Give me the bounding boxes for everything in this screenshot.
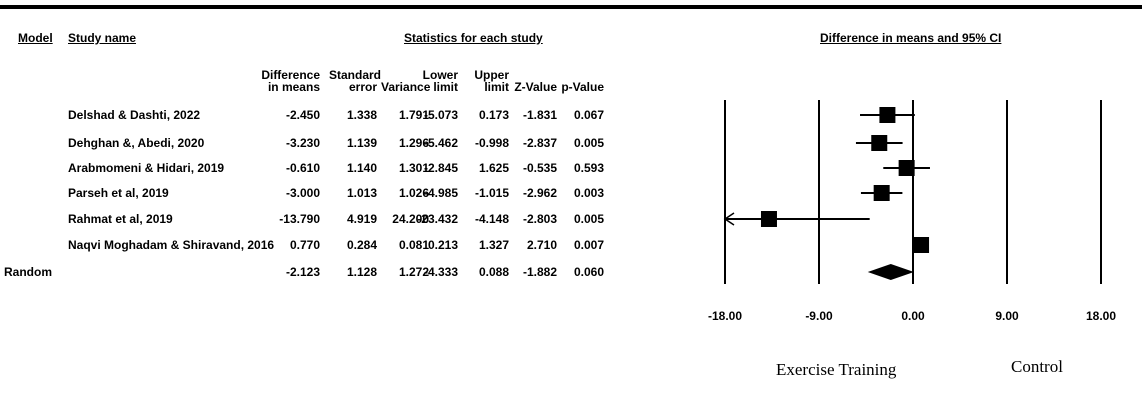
column-header-line2: Z-Value [514, 80, 557, 94]
x-tick-label: 0.00 [901, 309, 925, 323]
ci-arrow [723, 212, 735, 226]
table-cell: 0.081 [398, 238, 429, 252]
column-header-line2: Variance [381, 80, 431, 94]
table-cell: -4.333 [423, 265, 458, 279]
table-cell: 0.067 [573, 108, 604, 122]
x-tick-label: -18.00 [708, 309, 742, 323]
table-cell: 0.005 [573, 136, 604, 150]
table-cell: 0.173 [478, 108, 509, 122]
table-cell: 1.338 [346, 108, 377, 122]
study-point [898, 160, 915, 176]
table-cell: -1.015 [474, 186, 509, 200]
study-point [871, 135, 888, 151]
row-study-name: Delshad & Dashti, 2022 [68, 108, 201, 122]
study-point [913, 237, 930, 253]
table-cell: -13.790 [279, 212, 320, 226]
column-header: Z-Value [511, 69, 557, 93]
column-header: Variance [381, 69, 431, 94]
row-study-name: Arabmomeni & Hidari, 2019 [68, 161, 225, 175]
table-cell: 1.139 [346, 136, 377, 150]
table-cell: 4.919 [346, 212, 377, 226]
table-cell: -2.962 [522, 186, 557, 200]
table-cell: 24.200 [392, 212, 429, 226]
table-cell: -4.148 [474, 212, 509, 226]
table-cell: 0.003 [573, 186, 604, 200]
column-header-line2: in means [267, 80, 320, 94]
column-header: Standard error [329, 68, 382, 94]
study-point [873, 185, 890, 201]
table-cell: 0.060 [573, 265, 604, 279]
top-rule [0, 5, 1142, 9]
header-study-name: Study name [68, 31, 137, 45]
study-point [879, 107, 896, 123]
table-cell: 1.625 [478, 161, 509, 175]
table-cell: -2.837 [522, 136, 557, 150]
summary-diamond [867, 264, 914, 280]
column-header-line1: Upper [474, 68, 509, 82]
table-cell: -4.985 [423, 186, 458, 200]
table-cell: -1.882 [522, 265, 557, 279]
column-header: Upper limit [461, 69, 509, 93]
table-cell: -1.831 [522, 108, 557, 122]
row-study-name: Dehghan &, Abedi, 2020 [68, 136, 205, 150]
table-cell: -0.998 [474, 136, 509, 150]
table-cell: -2.803 [522, 212, 557, 226]
row-study-name: Parseh et al, 2019 [68, 186, 169, 200]
right-favors-label: Control [1011, 357, 1063, 376]
left-favors-label: Exercise Training [776, 360, 897, 379]
table-cell: 1.301 [398, 161, 429, 175]
table-cell: 0.593 [573, 161, 604, 175]
row-model-label: Random [4, 265, 52, 279]
table-cell: 0.007 [573, 238, 604, 252]
table-cell: -3.000 [285, 186, 320, 200]
table-cell: -3.230 [285, 136, 320, 150]
table-cell: 0.284 [346, 238, 377, 252]
table-cell: 0.088 [478, 265, 509, 279]
header-plot-title: Difference in means and 95% CI [820, 31, 1002, 45]
table-cell: 1.327 [478, 238, 509, 252]
x-tick-label: 18.00 [1086, 309, 1116, 323]
header-statistics: Statistics for each study [404, 31, 543, 45]
table-cell: 0.213 [427, 238, 458, 252]
table-cell: -5.073 [423, 108, 458, 122]
table-cell: -23.432 [417, 212, 458, 226]
row-study-name: Naqvi Moghadam & Shiravand, 2016 [68, 238, 275, 252]
x-tick-label: 9.00 [995, 309, 1019, 323]
row-study-name: Rahmat et al, 2019 [68, 212, 173, 226]
table-cell: -0.610 [285, 161, 320, 175]
header-model: Model [18, 31, 53, 45]
column-header-line1: Lower [422, 68, 458, 82]
column-header: Lower limit [400, 69, 458, 93]
table-cell: 1.296 [398, 136, 429, 150]
x-tick-label: -9.00 [805, 309, 833, 323]
table-cell: -2.845 [423, 161, 458, 175]
column-header-line1: Difference [261, 68, 320, 82]
table-cell: 1.791 [398, 108, 429, 122]
column-header: p-Value [560, 69, 604, 93]
table-cell: -5.462 [423, 136, 458, 150]
table-cell: 1.013 [346, 186, 377, 200]
table-cell: 1.272 [398, 265, 429, 279]
table-cell: -0.535 [522, 161, 557, 175]
column-header-line2: error [348, 80, 377, 94]
study-point [760, 211, 777, 227]
column-header: Difference in means [250, 69, 320, 93]
column-header-line1: Standard [329, 68, 382, 82]
column-header-line2: p-Value [561, 80, 604, 94]
table-cell: 1.140 [346, 161, 377, 175]
table-cell: 0.005 [573, 212, 604, 226]
table-cell: -2.450 [285, 108, 320, 122]
table-cell: 0.770 [289, 238, 320, 252]
table-cell: 1.026 [398, 186, 429, 200]
column-header-line2: limit [484, 80, 509, 94]
table-cell: 1.128 [346, 265, 377, 279]
table-cell: -2.123 [285, 265, 320, 279]
column-header-line2: limit [433, 80, 458, 94]
table-cell: 2.710 [526, 238, 557, 252]
